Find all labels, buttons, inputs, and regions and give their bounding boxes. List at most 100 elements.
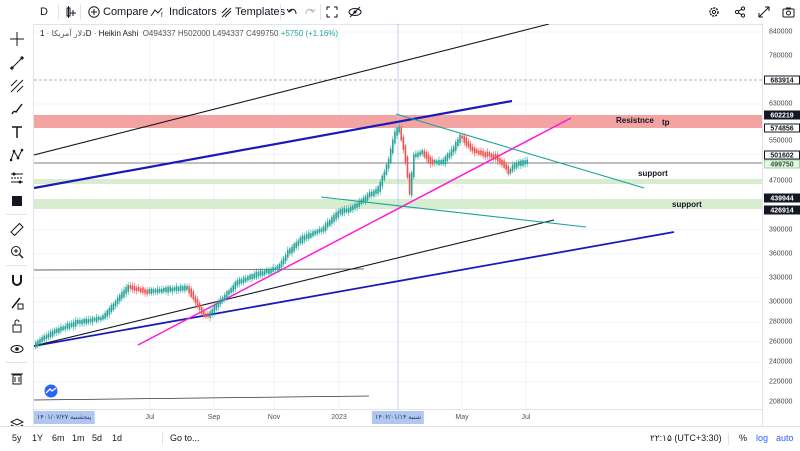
crosshair-icon [9, 31, 24, 46]
support-label-1[interactable]: support [638, 169, 668, 178]
candle-body [301, 235, 304, 244]
fullscreen-button[interactable] [326, 4, 338, 20]
undo-button[interactable] [286, 4, 298, 20]
symbol-search-button[interactable]: D [40, 4, 48, 20]
blue-channel-bottom[interactable] [33, 231, 675, 347]
candle-body [459, 134, 461, 144]
forecast-tool[interactable] [8, 169, 25, 186]
price-level-box[interactable]: 602219 [764, 110, 800, 120]
pitchfork-tool[interactable] [8, 77, 25, 94]
plus-circle-icon [88, 6, 100, 18]
symbol-letter: D [40, 6, 48, 18]
magenta-trendline[interactable] [137, 117, 572, 346]
auto-toggle[interactable]: auto [776, 433, 794, 443]
candle-body [68, 323, 71, 329]
series-legend[interactable]: دلار آمریکا · 1D · Heikin Ashi O494337 H… [40, 29, 339, 38]
candle-body [438, 159, 440, 165]
candle-body [62, 326, 64, 331]
candle-body [503, 160, 505, 168]
price-level-box[interactable]: 501602 [764, 150, 800, 160]
range-button-5y[interactable]: 5y [12, 433, 22, 443]
candle-body [217, 300, 220, 308]
share-button[interactable] [734, 4, 746, 20]
time-tick-label: Jul [521, 414, 531, 421]
candle-body [200, 307, 203, 315]
zoom-tool[interactable] [8, 243, 25, 260]
candle-body [135, 287, 138, 291]
brush-tool[interactable] [8, 100, 25, 117]
candle-body [144, 289, 146, 294]
candle-body [488, 152, 491, 157]
stay-drawing-tool[interactable] [8, 294, 25, 311]
goto-button[interactable]: Go to... [170, 433, 200, 443]
candle-body [400, 127, 402, 141]
price-level-box[interactable]: 574856 [764, 123, 800, 133]
candle-body [324, 223, 327, 232]
price-level-box[interactable]: 426914 [764, 205, 800, 215]
candle-body [268, 269, 270, 275]
logo[interactable] [42, 384, 60, 398]
candle-body [413, 154, 415, 178]
candle-body [518, 161, 520, 166]
chart-pane[interactable]: دلار آمریکا · 1D · Heikin Ashi O494337 H… [33, 23, 762, 426]
templates-button[interactable]: Templates [220, 4, 285, 20]
chart-canvas[interactable] [33, 23, 762, 426]
magnet-tool[interactable] [8, 271, 25, 288]
range-button-6m[interactable]: 6m [52, 433, 65, 443]
candle-body [211, 309, 213, 315]
range-button-1m[interactable]: 1m [72, 433, 85, 443]
horizontal-ray-bottom[interactable] [33, 395, 370, 401]
camera-button[interactable] [782, 4, 795, 20]
add-chart-button[interactable] [64, 4, 76, 20]
candle-body [173, 287, 176, 291]
lock-drawings-tool[interactable] [8, 317, 25, 334]
percent-toggle[interactable]: % [739, 433, 748, 443]
remove-drawings-tool[interactable] [8, 369, 25, 386]
redo-button[interactable] [304, 4, 316, 20]
black-trendline-lower[interactable] [33, 219, 555, 347]
candle-body [106, 310, 108, 317]
candle-body [486, 151, 489, 157]
cursor-tool[interactable] [8, 30, 25, 47]
price-level-box[interactable]: 683914 [764, 75, 800, 85]
price-level-box[interactable]: 439944 [764, 193, 800, 203]
candle-body [305, 234, 308, 239]
compare-button[interactable]: Compare [88, 4, 148, 20]
candle-body [163, 287, 165, 292]
candle-body [179, 285, 182, 291]
hide-all-tool[interactable] [8, 340, 25, 357]
indicators-button[interactable]: f Indicators [150, 4, 217, 20]
pattern-tool[interactable] [8, 146, 25, 163]
candle-body [350, 206, 352, 212]
settings-button[interactable] [708, 4, 720, 20]
clock[interactable]: ۲۲:۱۵ (UTC+3:30) [650, 433, 722, 443]
hide-drawings-button[interactable] [348, 4, 362, 20]
eye-crossed-icon [348, 6, 362, 18]
range-button-1d[interactable]: 1d [112, 433, 123, 443]
tp-label[interactable]: tp [662, 118, 670, 127]
top-toolbar: D Compare f Indicators Templates [0, 0, 800, 25]
horizontal-ray-lower[interactable] [33, 268, 365, 271]
range-button-5d[interactable]: 5d [92, 433, 103, 443]
blue-channel-top[interactable] [33, 99, 513, 190]
candle-body [526, 159, 528, 164]
candle-body [249, 274, 251, 280]
resistance-label[interactable]: Resistnce [616, 116, 654, 125]
upper-channel-line[interactable] [33, 23, 550, 156]
candle-body [242, 277, 245, 283]
range-button-1y[interactable]: 1Y [32, 433, 44, 443]
candle-body [394, 131, 396, 144]
triangle-upper-line[interactable] [395, 113, 645, 189]
price-level-box[interactable]: 499750 [764, 159, 800, 169]
log-toggle[interactable]: log [756, 433, 769, 443]
ruler-tool[interactable] [8, 220, 25, 237]
time-scale[interactable]: ۱۴۰۱/۰۷/۲۷ پنجشنبه Jul Sep Nov 2023 May Jul ۱۴۰… [33, 409, 762, 427]
price-scale[interactable]: 8400007800006300005500005100004700003900… [762, 24, 800, 426]
text-tool[interactable] [8, 123, 25, 140]
support-label-2[interactable]: support [672, 200, 702, 209]
candles-series[interactable] [35, 123, 528, 350]
candle-body [125, 286, 127, 294]
shape-tool[interactable] [8, 192, 25, 209]
trendline-tool[interactable] [8, 54, 25, 71]
expand-button[interactable] [758, 4, 770, 20]
